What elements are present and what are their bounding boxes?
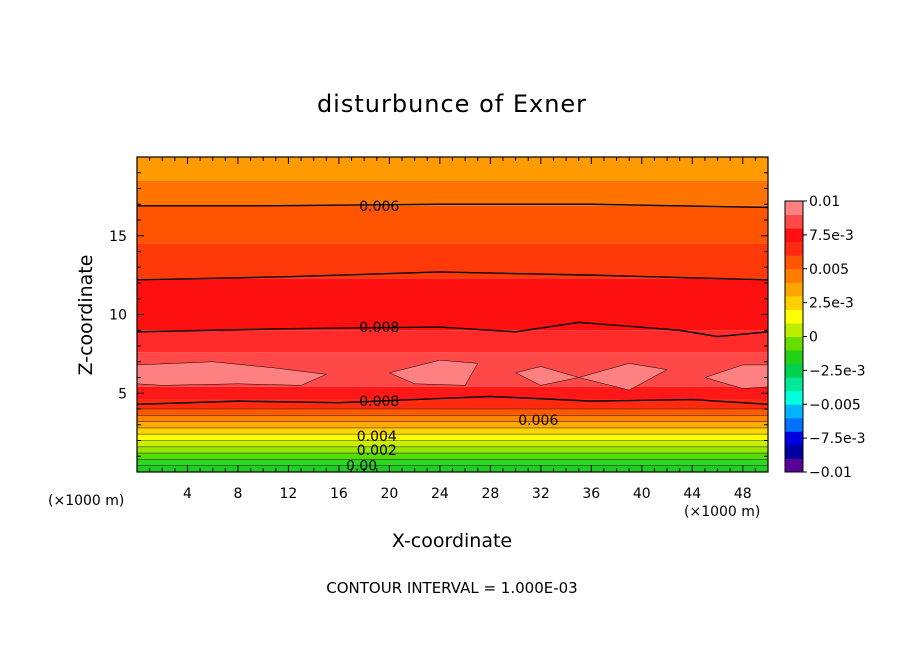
high-region [577,363,668,391]
x-tick-label: 44 [683,486,701,502]
colorbar-label: −0.005 [809,397,861,413]
colorbar-swatch [785,214,803,229]
x-tick-label: 24 [431,486,449,502]
x-axis-ticks: 4 8 12 16 20 24 28 32 36 40 44 48 [149,157,756,502]
colorbar-swatch [785,309,803,324]
contour-band [137,446,768,454]
colorbar-swatch [785,228,803,243]
contour-label-text: 0.008 [359,394,399,410]
colorbar-swatch [785,350,803,365]
contour-label-text: 0.008 [359,320,399,336]
contour-label: 0.006 [518,413,558,429]
x-tick-label: 32 [532,486,550,502]
x-tick-label: 16 [330,486,348,502]
contour-line [136,395,769,405]
x-tick-label: 28 [481,486,499,502]
contour-band [137,421,768,428]
contour-label-text: 0.004 [357,429,397,445]
contour-line [136,271,769,281]
colorbar: 0.01 7.5e-3 0.005 2.5e-3 0 −2.5e-3 −0.005 −7.5e… [784,194,866,481]
y-axis-ticks: 5 10 15 [109,172,768,457]
contour-label: 0.00 [346,459,377,475]
colorbar-label: −7.5e-3 [809,431,866,447]
colorbar-swatch [785,363,803,378]
colorbar-swatch [785,295,803,310]
colorbar-swatch [785,458,803,473]
x-tick-label: 4 [183,486,192,502]
y-tick-label: 5 [118,386,127,402]
colorbar-swatch [785,241,803,256]
x-tick-label: 40 [633,486,651,502]
y-tick-label: 15 [109,229,127,245]
colorbar-swatch [785,404,803,419]
contour-lines [136,203,769,467]
contour-label: 0.008 [359,320,399,336]
contour-label: 0.002 [357,443,397,459]
chart-title: disturbunce of Exner [317,90,587,118]
contour-band [137,427,768,435]
contour-band [137,440,768,447]
x-tick-label: 20 [380,486,398,502]
colorbar-label: −2.5e-3 [809,363,866,379]
contour-label-text: 0.006 [518,413,558,429]
colorbar-swatch [785,336,803,351]
contour-band [137,409,768,416]
contour-label-text: 0.002 [357,443,397,459]
colorbar-swatch [785,268,803,283]
contour-interval-footer: CONTOUR INTERVAL = 1.000E-03 [326,579,577,597]
contour-line [137,203,769,209]
x-tick-label: 8 [233,486,242,502]
contour-band [137,330,768,353]
x-unit-left: (×1000 m) [48,493,124,509]
contour-band [137,459,768,466]
colorbar-swatch [785,390,803,405]
contour-label: 0.008 [359,394,399,410]
colorbar-label: 0.01 [809,194,840,210]
contour-band [137,453,768,460]
x-unit-right: (×1000 m) [684,504,760,520]
colorbar-label: 0.005 [809,262,849,278]
colorbar-swatch [785,201,803,216]
contour-band [137,157,768,181]
contour-band [137,386,768,400]
x-tick-label: 48 [734,486,752,502]
colorbar-swatch [785,444,803,459]
contour-band [137,180,768,206]
colorbar-swatch [785,255,803,270]
contour-band [137,399,768,409]
contour-line [136,321,769,338]
high-region [388,359,479,386]
colorbar-swatch [785,282,803,297]
colorbar-label: 0 [809,330,818,346]
colorbar-label: −0.01 [809,465,852,481]
colorbar-swatch [785,377,803,392]
colorbar-label: 2.5e-3 [809,296,854,312]
contour-band [137,243,768,279]
plot-area [136,157,769,472]
y-tick-label: 10 [109,308,127,324]
colorbar-swatch [785,322,803,337]
contour-band [137,415,768,422]
contour-label-text: 0.00 [346,459,377,475]
contour-label-text: 0.006 [359,199,399,215]
contour-band [137,434,768,441]
high-region [136,361,328,386]
colorbar-swatch [785,431,803,446]
contour-label: 0.004 [357,429,397,445]
x-tick-label: 12 [280,486,298,502]
contour-band [137,205,768,244]
x-tick-label: 36 [582,486,600,502]
colorbar-swatch [785,417,803,432]
contour-label: 0.006 [359,199,399,215]
x-axis-label: X-coordinate [392,530,512,552]
colorbar-label: 7.5e-3 [809,228,854,244]
contour-band [137,278,768,331]
y-axis-label: Z-coordinate [75,255,97,376]
